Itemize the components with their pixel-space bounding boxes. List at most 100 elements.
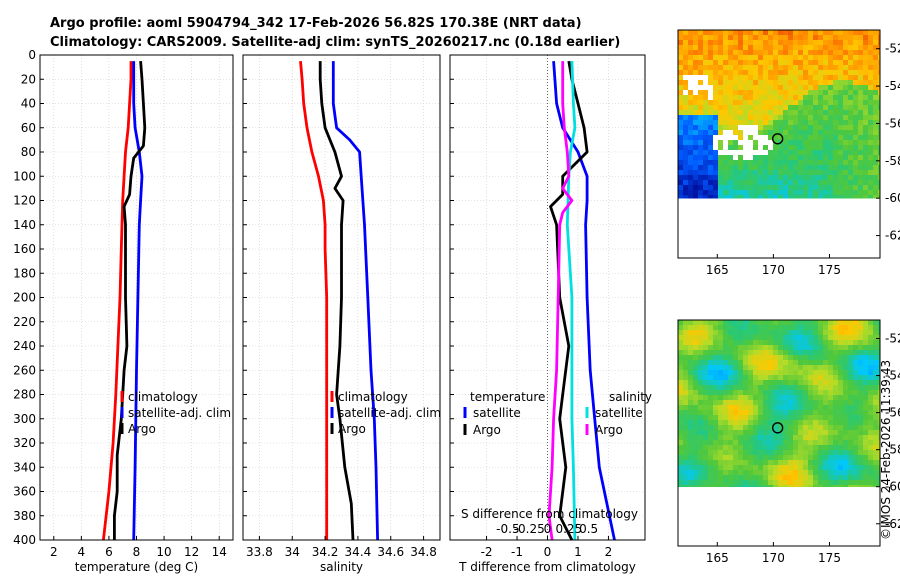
y-tick-label: 200	[13, 291, 36, 305]
y-tick-label: 40	[21, 97, 36, 111]
y-tick-label: 280	[13, 388, 36, 402]
y-tick-label: 20	[21, 72, 36, 86]
x-tick-label: 2	[50, 545, 58, 559]
s-tick-label: 0	[544, 522, 552, 536]
profile-marker-icon	[771, 422, 784, 434]
header-line-2: Climatology: CARS2009. Satellite-adj cli…	[50, 35, 620, 50]
series-line-t-argo	[549, 60, 589, 541]
x-tick-label: 14	[212, 545, 227, 559]
y-tick-label: 100	[13, 169, 36, 183]
legend-label: satellite-adj. clim	[338, 406, 441, 420]
y-tick-label: 260	[13, 363, 36, 377]
y-tick-label: 400	[13, 533, 36, 547]
series-line-t-satellite	[552, 61, 616, 541]
y-tick-label: -52	[885, 332, 900, 346]
y-tick-label: 300	[13, 412, 36, 426]
y-tick-label: 360	[13, 485, 36, 499]
s-tick-label: -0.5	[496, 522, 519, 536]
y-tick-label: -54	[885, 79, 900, 93]
y-tick-label: -60	[885, 480, 900, 494]
x-tick-label: 165	[706, 551, 729, 565]
x-tick-label: 0	[544, 545, 552, 559]
legend-label: Argo	[595, 423, 623, 437]
x-axis-label: temperature (deg C)	[75, 560, 198, 574]
legend-title: salinity	[609, 390, 652, 404]
legend-label: satellite	[595, 406, 643, 420]
x-tick-label: 165	[706, 263, 729, 277]
series-line-climatology	[102, 61, 133, 541]
sst-map-panel: -52 -54 -56 -58 -60 -62 165 170 175	[677, 29, 900, 277]
series-line-s-argo	[547, 61, 574, 541]
legend-label: Argo	[473, 423, 501, 437]
y-tick-label: 80	[21, 145, 36, 159]
y-tick-label: 240	[13, 339, 36, 353]
legend-label: climatology	[338, 390, 408, 404]
series-line-satellite-adj-clim	[132, 61, 144, 541]
secondary-axis-label: S difference from climatology	[461, 507, 638, 521]
legend-label: satellite	[473, 406, 521, 420]
x-tick-label: 34.8	[410, 545, 437, 559]
temperature-panel: 0 20 40 60 80 100 120 140 160 180 200 220 240 260 280 3…	[13, 48, 234, 574]
x-tick-label: 4	[78, 545, 86, 559]
y-tick-label: -52	[885, 42, 900, 56]
x-tick-label: 8	[133, 545, 141, 559]
x-axis-label: salinity	[320, 560, 363, 574]
series-line-argo	[113, 60, 147, 540]
credit-text: ©IMOS 24-Feb-2026 11:39:43	[879, 360, 893, 540]
y-tick-label: -56	[885, 116, 900, 130]
profile-marker-icon	[771, 133, 784, 145]
y-tick-label: 0	[28, 48, 36, 62]
salinity-panel: 33.8 34 34.2 34.4 34.6 34.8 salinity climatolog…	[242, 54, 441, 574]
x-axis-label: T difference from climatology	[458, 560, 636, 574]
header-line-1: Argo profile: aoml 5904794_342 17-Feb-20…	[50, 16, 582, 31]
y-tick-label: 180	[13, 266, 36, 280]
x-tick-label: 10	[156, 545, 171, 559]
series-line-s-satellite	[565, 61, 577, 541]
y-tick-label: -62	[885, 517, 900, 531]
x-tick-label: 170	[762, 551, 785, 565]
x-tick-label: 6	[105, 545, 113, 559]
y-tick-label: -58	[885, 443, 900, 457]
legend-label: satellite-adj. clim	[128, 406, 231, 420]
x-tick-label: 175	[818, 263, 841, 277]
s-tick-label: 0.25	[555, 522, 582, 536]
legend-label: climatology	[128, 390, 198, 404]
series-line-argo	[318, 61, 355, 541]
series-line-satellite-adj-clim	[331, 61, 379, 541]
y-tick-label: -56	[885, 406, 900, 420]
y-tick-label: 220	[13, 315, 36, 329]
x-tick-label: 175	[818, 551, 841, 565]
map-frame	[677, 29, 881, 259]
x-tick-label: 1	[574, 545, 582, 559]
difference-panel: -2 -1 0 1 2T difference from climatology temp…	[449, 54, 652, 574]
x-tick-label: 170	[762, 263, 785, 277]
x-tick-label: 33.8	[246, 545, 273, 559]
legend-label: Argo	[128, 422, 156, 436]
y-tick-label: -58	[885, 154, 900, 168]
y-tick-label: 140	[13, 218, 36, 232]
x-tick-label: -2	[481, 545, 493, 559]
series-line-climatology	[299, 60, 329, 540]
legend-label: Argo	[338, 422, 366, 436]
y-tick-label: 340	[13, 460, 36, 474]
s-tick-label: 0.5	[579, 522, 598, 536]
map-cells	[678, 30, 881, 199]
x-tick-label: 2	[605, 545, 613, 559]
s-tick-label: -0.25	[514, 522, 545, 536]
x-tick-label: 34.6	[377, 545, 404, 559]
legend-title: temperature	[470, 390, 545, 404]
y-tick-label: -60	[885, 191, 900, 205]
x-tick-label: 34	[285, 545, 300, 559]
y-tick-label: 380	[13, 509, 36, 523]
y-tick-label: 120	[13, 194, 36, 208]
map-cells	[678, 320, 881, 488]
y-tick-label: -54	[885, 369, 900, 383]
x-tick-label: -1	[511, 545, 523, 559]
map-frame	[677, 319, 881, 547]
x-tick-label: 12	[184, 545, 199, 559]
sla-map-panel: -52 -54 -56 -58 -60 -62 165 170 175	[677, 319, 900, 565]
x-tick-label: 34.2	[312, 545, 339, 559]
x-tick-label: 34.4	[345, 545, 372, 559]
y-tick-label: 60	[21, 121, 36, 135]
